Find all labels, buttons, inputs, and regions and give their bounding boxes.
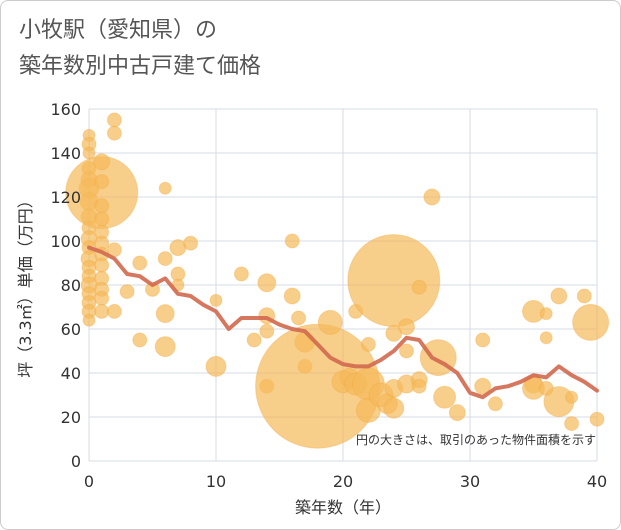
y-tick-label: 120	[50, 188, 81, 207]
bubble-point	[385, 324, 403, 342]
bubble-layer	[65, 112, 610, 449]
bubble-point	[132, 332, 148, 348]
bubble-point	[317, 309, 343, 335]
bubble-point	[132, 255, 148, 271]
bubble-point	[550, 287, 568, 305]
bubble-point	[433, 385, 457, 409]
bubble-point	[565, 390, 579, 404]
bubble-point	[82, 313, 96, 327]
bubble-point	[94, 198, 110, 214]
bubble-point	[383, 397, 405, 419]
x-axis-label: 築年数（年）	[295, 498, 391, 517]
bubble-point	[411, 279, 427, 295]
y-tick-label: 160	[50, 100, 81, 119]
bubble-point	[158, 181, 172, 195]
bubble-point	[284, 233, 300, 249]
bubble-point	[154, 336, 176, 358]
bubble-point	[423, 188, 441, 206]
bubble-point	[106, 303, 122, 319]
bubble-point	[564, 416, 580, 432]
bubble-point	[487, 396, 503, 412]
bubble-point	[347, 234, 441, 328]
x-tick-label: 10	[206, 472, 226, 491]
bubble-point	[94, 174, 110, 190]
bubble-point	[283, 287, 301, 305]
bubble-point	[259, 323, 275, 339]
bubble-point	[246, 332, 262, 348]
bubble-point	[411, 378, 427, 394]
y-tick-label: 40	[61, 364, 81, 383]
bubble-point	[399, 343, 414, 359]
title-line-1: 小牧駅（愛知県）の	[19, 18, 218, 43]
x-tick-label: 30	[460, 472, 480, 491]
bubble-point	[94, 211, 110, 227]
bubble-point	[257, 273, 277, 293]
y-axis-label: 坪（3.3㎡）単価（万円）	[16, 192, 35, 377]
bubble-point	[145, 281, 160, 297]
bubble-point	[448, 404, 466, 422]
x-tick-label: 20	[333, 472, 353, 491]
y-tick-label: 80	[61, 276, 81, 295]
y-tick-label: 20	[61, 408, 81, 427]
bubble-point	[94, 257, 110, 273]
bubble-point	[360, 336, 376, 352]
bubble-point	[233, 266, 249, 282]
trend-line	[87, 245, 599, 400]
bubble-point	[291, 310, 307, 326]
y-tick-label: 140	[50, 144, 81, 163]
bubble-point	[155, 304, 175, 324]
bubble-point	[106, 112, 122, 128]
bubble-point	[209, 293, 223, 307]
bubble-point	[106, 125, 122, 141]
grid-lines	[88, 108, 598, 462]
bubble-point	[475, 332, 491, 348]
bubble-point	[183, 235, 199, 251]
bubble-point	[119, 284, 135, 300]
chart-title: 小牧駅（愛知県）の 築年数別中古戸建て価格	[19, 13, 261, 85]
bubble-point	[474, 377, 492, 395]
x-tick-label: 40	[587, 472, 607, 491]
axes: 0 20 40 60 80 100 120 140 160 0 10 20 30 40	[50, 100, 607, 491]
bubble-point	[576, 288, 592, 304]
bubble-point	[94, 303, 110, 319]
bubble-point	[205, 355, 227, 377]
bubble-point	[572, 303, 610, 341]
bubble-point	[93, 153, 111, 171]
x-tick-label: 0	[84, 472, 94, 491]
title-line-2: 築年数別中古戸建て価格	[19, 54, 262, 79]
y-tick-label: 100	[50, 232, 81, 251]
bubble-point	[589, 411, 605, 427]
bubble-point	[539, 307, 553, 321]
bubble-point	[157, 251, 173, 267]
y-tick-label: 0	[71, 452, 81, 471]
bubble-point	[539, 331, 553, 345]
bubble-point	[94, 290, 110, 306]
size-annotation: 円の大きさは、取引のあった物件面積を示す	[356, 432, 596, 447]
y-tick-label: 60	[61, 320, 81, 339]
bubble-point	[398, 318, 415, 336]
